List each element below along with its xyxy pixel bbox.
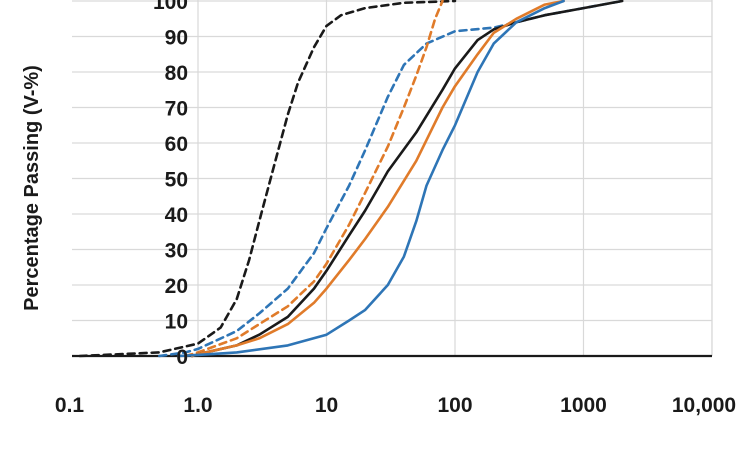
y-tick-label-80: 80 (165, 62, 188, 85)
y-tick-label-30: 30 (165, 240, 188, 263)
grid-lines (72, 0, 713, 356)
x-tick-label-1.0: 1.0 (183, 394, 212, 417)
series-line-5 (190, 0, 565, 358)
y-tick-label-90: 90 (165, 27, 188, 50)
x-tick-label-10,000: 10,000 (672, 394, 736, 417)
series-line-1 (78, 0, 457, 358)
x-tick-label-1000: 1000 (560, 394, 607, 417)
x-tick-label-10: 10 (315, 394, 338, 417)
y-tick-label-100: 100 (153, 0, 188, 14)
x-tick-label-100: 100 (437, 394, 472, 417)
y-tick-label-70: 70 (165, 98, 188, 121)
y-tick-label-10: 10 (165, 311, 188, 334)
series-line-2 (158, 0, 624, 358)
y-tick-label-20: 20 (165, 275, 188, 298)
series-group (78, 0, 624, 358)
y-tick-label-60: 60 (165, 133, 188, 156)
y-axis-label: Percentage Passing (V-%) (21, 65, 43, 311)
x-tick-label-0.1: 0.1 (55, 394, 85, 417)
series-line-3 (184, 0, 444, 358)
series-line-6 (176, 0, 565, 358)
y-tick-label-50: 50 (165, 169, 188, 192)
y-tick-label-40: 40 (165, 204, 188, 227)
x-tick-labels: 0.1 1.0 10 100 1000 10,000 (55, 394, 736, 417)
y-tick-labels: 0 10 20 30 40 50 60 70 80 90 100 (153, 0, 188, 369)
y-tick-label-0: 0 (176, 346, 188, 369)
